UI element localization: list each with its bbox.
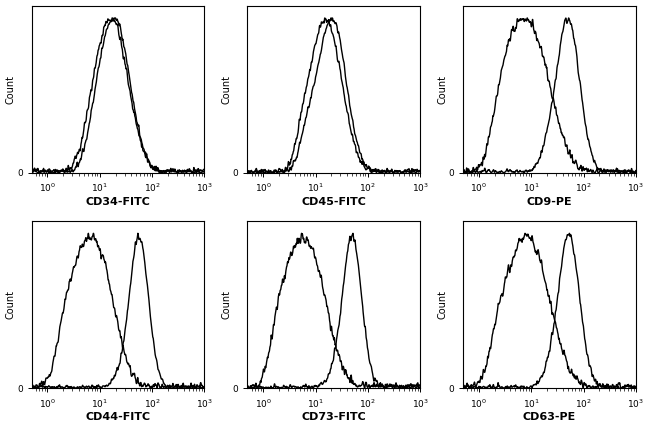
Y-axis label: Count: Count [221, 290, 231, 319]
Y-axis label: Count: Count [6, 75, 16, 104]
Y-axis label: Count: Count [221, 75, 231, 104]
X-axis label: CD45-FITC: CD45-FITC [302, 197, 366, 207]
X-axis label: CD44-FITC: CD44-FITC [86, 413, 151, 422]
X-axis label: CD9-PE: CD9-PE [526, 197, 573, 207]
Y-axis label: Count: Count [6, 290, 16, 319]
Y-axis label: Count: Count [437, 290, 447, 319]
Y-axis label: Count: Count [437, 75, 447, 104]
X-axis label: CD63-PE: CD63-PE [523, 413, 576, 422]
X-axis label: CD34-FITC: CD34-FITC [86, 197, 151, 207]
X-axis label: CD73-FITC: CD73-FITC [302, 413, 366, 422]
